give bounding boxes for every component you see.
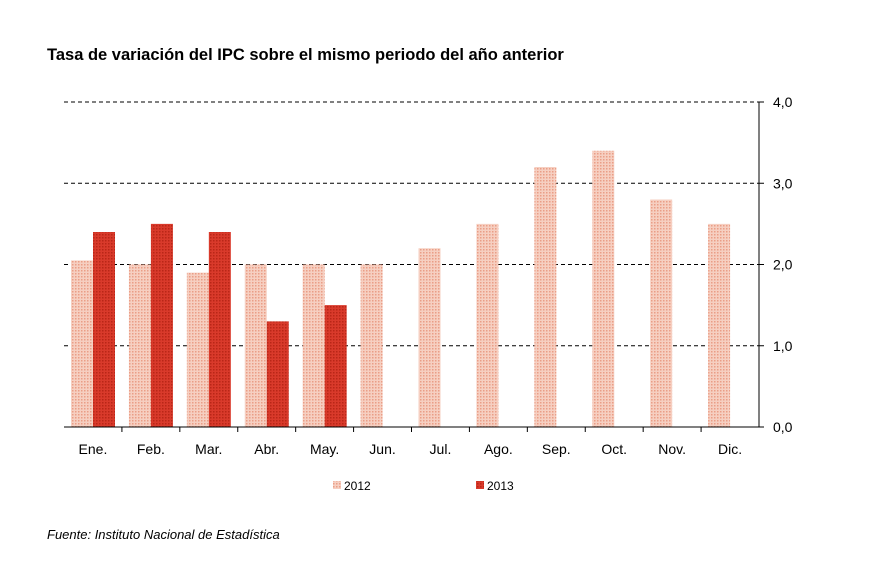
bar-2012-dic xyxy=(708,223,731,427)
gridlines xyxy=(64,101,759,347)
x-tick-label: Feb. xyxy=(137,441,165,457)
y-tick-label: 3,0 xyxy=(773,175,793,191)
x-tick-label: Oct. xyxy=(601,441,627,457)
bar-2012-feb xyxy=(128,264,151,427)
chart-title: Tasa de variación del IPC sobre el mismo… xyxy=(47,46,564,64)
legend-label-2012: 2012 xyxy=(344,479,371,493)
x-tick-label: Nov. xyxy=(658,441,686,457)
x-tick-label: Ago. xyxy=(484,441,513,457)
x-tick-label: Jun. xyxy=(369,441,395,457)
legend: 2012 2013 xyxy=(333,479,514,493)
legend-label-2013: 2013 xyxy=(487,479,514,493)
bar-2012-jun xyxy=(360,264,383,427)
bar-2013-may xyxy=(324,305,347,427)
bar-2012-ago xyxy=(476,223,499,427)
legend-swatch-2013 xyxy=(476,481,484,489)
bar-2012-mar xyxy=(186,272,209,427)
bar-2013-feb xyxy=(150,223,173,427)
x-tick-label: Dic. xyxy=(718,441,742,457)
bar-2012-abr xyxy=(244,264,267,427)
legend-swatch-2012 xyxy=(333,481,341,489)
bar-2012-sep xyxy=(534,167,557,427)
bar-2012-jul xyxy=(418,248,441,427)
source-note: Fuente: Instituto Nacional de Estadístic… xyxy=(47,527,280,542)
bar-2012-may xyxy=(302,264,325,427)
x-tick-label: May. xyxy=(310,441,339,457)
bar-2013-mar xyxy=(208,232,231,427)
bar-2013-abr xyxy=(266,321,289,427)
x-tick-label: Jul. xyxy=(430,441,452,457)
x-tick-label: Sep. xyxy=(542,441,571,457)
bar-2012-nov xyxy=(650,199,673,427)
x-tick-label: Abr. xyxy=(254,441,279,457)
bar-2012-oct xyxy=(592,150,615,427)
x-tick-label: Ene. xyxy=(79,441,108,457)
y-tick-label: 2,0 xyxy=(773,257,793,273)
bars xyxy=(71,150,731,427)
y-tick-label: 4,0 xyxy=(773,94,793,110)
axes: 0,0 1,0 2,0 3,0 4,0 Ene. Feb. Mar. Abr. May. Jun. J… xyxy=(64,94,793,457)
y-tick-label: 0,0 xyxy=(773,419,793,435)
x-tick-label: Mar. xyxy=(195,441,222,457)
y-tick-label: 1,0 xyxy=(773,338,793,354)
bar-2012-ene xyxy=(71,260,93,427)
bar-2013-ene xyxy=(93,232,115,427)
